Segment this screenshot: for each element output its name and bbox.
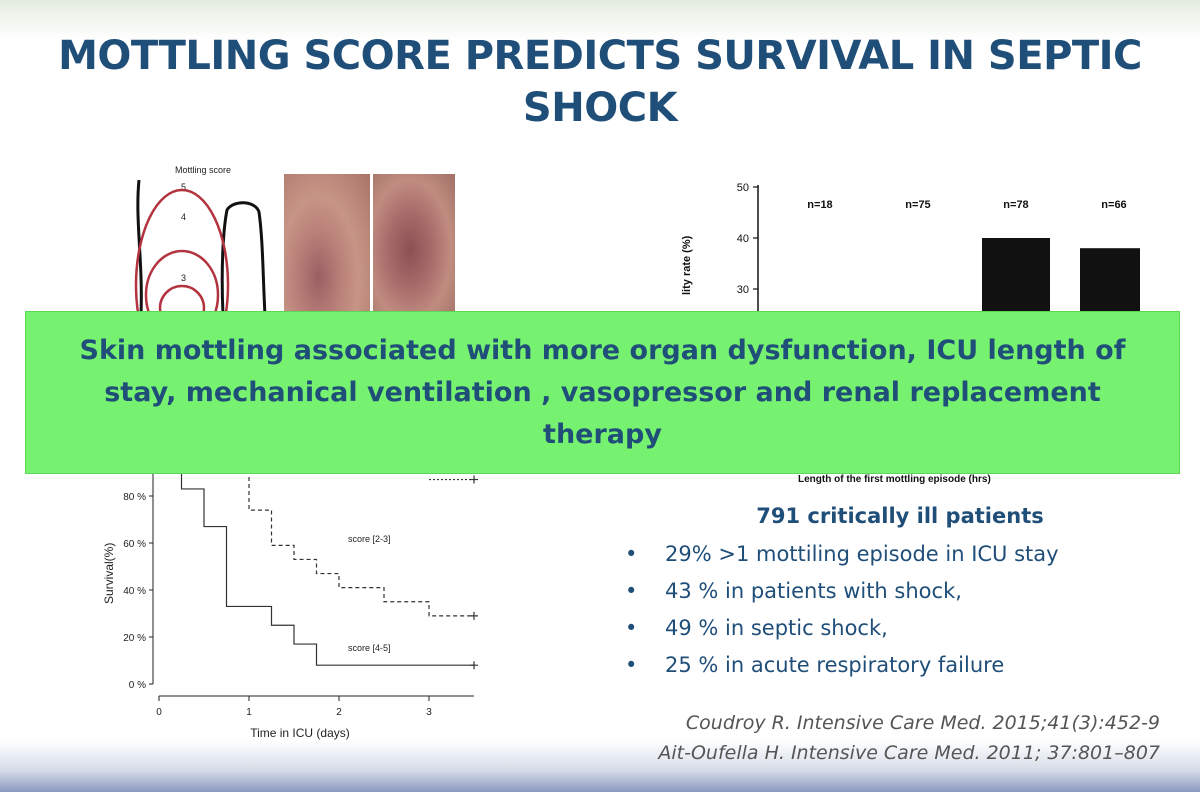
stats-list: • 29% >1 mottiling episode in ICU stay • 4… — [610, 536, 1190, 684]
leg-outline-right — [220, 201, 267, 316]
surv-y-tick-label: 80 % — [123, 492, 146, 503]
surv-y-tick-label: 20 % — [123, 633, 146, 644]
references: Coudroy R. Intensive Care Med. 2015;41(3… — [658, 708, 1160, 768]
stat-text: 43 % in patients with shock, — [665, 579, 962, 603]
surv-x-tick-label: 1 — [246, 707, 252, 718]
stat-text: 49 % in septic shock, — [665, 616, 888, 640]
reference-1: Coudroy R. Intensive Care Med. 2015;41(3… — [685, 712, 1160, 734]
knee-photo-right — [373, 174, 455, 312]
stat-item: • 43 % in patients with shock, — [610, 573, 1190, 610]
bar-chart-xlabel: Length of the first mottling episode (hr… — [798, 474, 991, 485]
censor-mark — [470, 475, 478, 484]
bar-n-label: n=66 — [1101, 199, 1126, 211]
surv-x-axis-label: Time in ICU (days) — [250, 726, 350, 740]
surv-x-tick-label: 0 — [156, 707, 162, 718]
knee-photo-left — [284, 174, 370, 312]
surv-y-tick-label: 40 % — [123, 586, 146, 597]
stat-item: • 49 % in septic shock, — [610, 610, 1190, 647]
surv-x-tick-label: 2 — [336, 707, 342, 718]
score-2-3-curve — [248, 449, 474, 617]
survival-curve-chart: 0 % 20 % 40 % 60 % 80 % 0 1 2 3 Time in ICU (days… — [95, 449, 505, 748]
score-label-3: 3 — [181, 273, 186, 283]
surv-series-label: score [2-3] — [348, 534, 391, 544]
surv-series-label: score [4-5] — [348, 643, 391, 653]
surv-y-tick-label: 60 % — [123, 539, 146, 550]
stat-text: 29% >1 mottiling episode in ICU stay — [665, 542, 1059, 566]
mottling-score-title: Mottling score — [175, 165, 231, 175]
bar-y-tick-label: 50 — [737, 182, 749, 194]
bullet-icon: • — [625, 542, 638, 566]
bar-y-axis-label: lity rate (%) — [681, 235, 693, 295]
censor-mark — [470, 611, 478, 620]
bullet-icon: • — [625, 579, 638, 603]
score-4-5-curve — [180, 449, 474, 666]
censor-mark — [470, 661, 478, 670]
surv-x-tick-label: 3 — [426, 707, 432, 718]
zone-ellipse-4 — [134, 188, 230, 382]
zone-ellipse-3 — [144, 249, 220, 341]
summary-banner: Skin mottling associated with more organ… — [25, 311, 1180, 474]
bar-y-tick-label: 30 — [737, 284, 749, 296]
stat-text: 25 % in acute respiratory failure — [665, 653, 1005, 677]
reference-2: Ait-Oufella H. Intensive Care Med. 2011;… — [658, 742, 1160, 764]
surv-y-tick-label: 0 % — [129, 680, 146, 691]
bar — [1080, 248, 1148, 312]
slide-title: MOTTLING SCORE PREDICTS SURVIVAL IN SEPT… — [58, 33, 1142, 131]
stats-panel: 791 critically ill patients • 29% >1 mott… — [610, 504, 1190, 684]
bar-n-label: n=75 — [905, 199, 930, 211]
bar-n-label: n=78 — [1003, 199, 1028, 211]
bar-y-tick-label: 40 — [737, 233, 749, 245]
surv-y-axis-label: Survival(%) — [102, 543, 116, 604]
mottling-score-diagram: Mottling score 5 4 3 — [125, 160, 285, 382]
stats-heading: 791 critically ill patients — [756, 504, 1044, 528]
stat-item: • 25 % in acute respiratory failure — [610, 647, 1190, 684]
bullet-icon: • — [625, 653, 638, 677]
bullet-icon: • — [625, 616, 638, 640]
mortality-bar-chart: 50 40 30 lity rate (%) n=18 n=75 n=78 n=66 — [670, 175, 1148, 316]
stat-item: • 29% >1 mottiling episode in ICU stay — [610, 536, 1190, 573]
bar-n-label: n=18 — [807, 199, 832, 211]
score-label-5: 5 — [181, 182, 186, 192]
score-label-4: 4 — [181, 212, 186, 222]
leg-outline-left — [136, 179, 143, 316]
bar — [982, 238, 1050, 312]
